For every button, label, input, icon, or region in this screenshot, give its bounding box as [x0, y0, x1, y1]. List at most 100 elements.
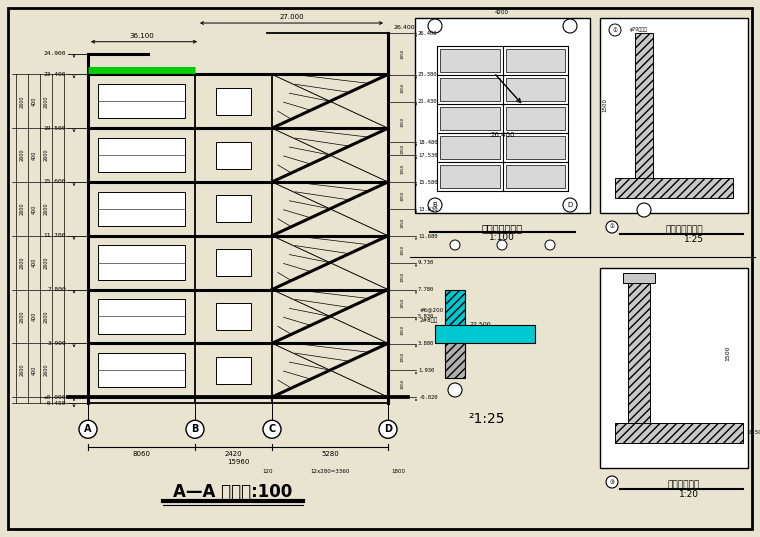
- Bar: [98, 353, 185, 387]
- Text: 26.400: 26.400: [490, 132, 515, 138]
- Bar: [216, 249, 251, 276]
- Text: 2600: 2600: [43, 364, 49, 376]
- Text: 18.480: 18.480: [418, 140, 438, 145]
- Text: 1500: 1500: [603, 98, 607, 112]
- Text: 1950: 1950: [401, 143, 405, 154]
- Text: 7.800: 7.800: [47, 287, 66, 292]
- Text: 2600: 2600: [43, 202, 49, 215]
- Bar: [615, 423, 743, 443]
- Text: 13.630: 13.630: [418, 207, 438, 212]
- Text: 1:25: 1:25: [684, 235, 704, 244]
- Text: 1950: 1950: [401, 325, 405, 335]
- Text: 400: 400: [31, 366, 36, 375]
- Text: 26.400: 26.400: [393, 25, 415, 30]
- Bar: [440, 107, 499, 130]
- Circle shape: [448, 383, 462, 397]
- Text: 2600: 2600: [20, 364, 24, 376]
- Text: 11.700: 11.700: [43, 233, 66, 238]
- Text: 3.880: 3.880: [418, 341, 434, 346]
- Circle shape: [563, 198, 577, 212]
- Text: 1950: 1950: [401, 271, 405, 281]
- Text: 2600: 2600: [43, 256, 49, 269]
- Text: 1950: 1950: [401, 298, 405, 308]
- Circle shape: [609, 24, 621, 36]
- Text: 19.500: 19.500: [43, 126, 66, 130]
- Bar: [440, 78, 499, 101]
- Text: 1.930: 1.930: [418, 368, 434, 373]
- Bar: [600, 18, 748, 213]
- Text: #6@200: #6@200: [420, 308, 444, 313]
- Bar: [415, 18, 590, 213]
- Bar: [216, 142, 251, 169]
- Bar: [88, 68, 195, 75]
- Bar: [445, 343, 465, 378]
- Text: 400: 400: [31, 150, 36, 159]
- Text: 2600: 2600: [20, 202, 24, 215]
- Text: A—A 剖面图:100: A—A 剖面图:100: [173, 483, 293, 501]
- Bar: [628, 283, 650, 423]
- Text: 2600: 2600: [20, 95, 24, 107]
- Text: 12x280=3360: 12x280=3360: [310, 469, 350, 474]
- Text: 36.100: 36.100: [129, 33, 154, 39]
- Text: 3.900: 3.900: [47, 341, 66, 346]
- Text: 1950: 1950: [401, 49, 405, 59]
- Bar: [216, 357, 251, 383]
- Text: D: D: [384, 424, 392, 434]
- Text: 400: 400: [31, 97, 36, 106]
- Circle shape: [563, 19, 577, 33]
- Text: 24.900: 24.900: [43, 51, 66, 56]
- Text: φ70空调管: φ70空调管: [630, 27, 648, 33]
- Text: ③: ③: [610, 480, 614, 484]
- Circle shape: [379, 420, 397, 438]
- Text: 女儿墙大样图: 女儿墙大样图: [668, 480, 700, 489]
- Text: 2600: 2600: [43, 95, 49, 107]
- Text: 15.580: 15.580: [418, 180, 438, 185]
- Text: 1950: 1950: [401, 379, 405, 389]
- Text: 1950: 1950: [401, 117, 405, 127]
- Circle shape: [606, 221, 618, 233]
- Circle shape: [428, 19, 442, 33]
- Text: 2600: 2600: [20, 310, 24, 323]
- Text: ①: ①: [610, 224, 614, 229]
- Text: 23.380: 23.380: [418, 72, 438, 77]
- Text: 15960: 15960: [226, 459, 249, 465]
- Bar: [600, 268, 748, 468]
- Text: 5280: 5280: [321, 451, 339, 458]
- Text: 8060: 8060: [132, 451, 150, 458]
- Text: 1950: 1950: [401, 217, 405, 228]
- Text: 梯盖屋面平面图: 梯盖屋面平面图: [481, 223, 523, 233]
- Bar: [98, 299, 185, 333]
- Text: -0.450: -0.450: [43, 401, 66, 406]
- Circle shape: [606, 476, 618, 488]
- Text: 1500: 1500: [726, 345, 730, 361]
- Text: 1950: 1950: [401, 191, 405, 201]
- Text: 22.500: 22.500: [470, 323, 492, 328]
- Text: 400: 400: [31, 258, 36, 267]
- Text: 23.400: 23.400: [43, 72, 66, 77]
- Text: 2600: 2600: [20, 256, 24, 269]
- Text: 走廊栏杆大样图: 走廊栏杆大样图: [665, 225, 703, 234]
- Circle shape: [79, 420, 97, 438]
- Text: 11.680: 11.680: [418, 234, 438, 238]
- Circle shape: [428, 198, 442, 212]
- Text: 1:20: 1:20: [679, 490, 699, 499]
- Bar: [635, 33, 653, 178]
- Circle shape: [263, 420, 281, 438]
- Text: 19.500: 19.500: [746, 431, 760, 436]
- Text: 2420: 2420: [225, 451, 242, 458]
- Text: 5.830: 5.830: [418, 314, 434, 319]
- Text: ²1:25: ²1:25: [469, 412, 505, 426]
- Text: ①: ①: [613, 27, 617, 33]
- Text: 2600: 2600: [43, 149, 49, 161]
- Text: 1950: 1950: [401, 164, 405, 174]
- Bar: [505, 78, 565, 101]
- Bar: [445, 290, 465, 360]
- Text: A: A: [84, 424, 92, 434]
- Text: B: B: [192, 424, 198, 434]
- Bar: [505, 49, 565, 72]
- Text: 1800: 1800: [391, 469, 405, 474]
- Bar: [505, 165, 565, 188]
- Bar: [440, 136, 499, 159]
- Bar: [98, 245, 185, 280]
- Text: 1950: 1950: [401, 244, 405, 255]
